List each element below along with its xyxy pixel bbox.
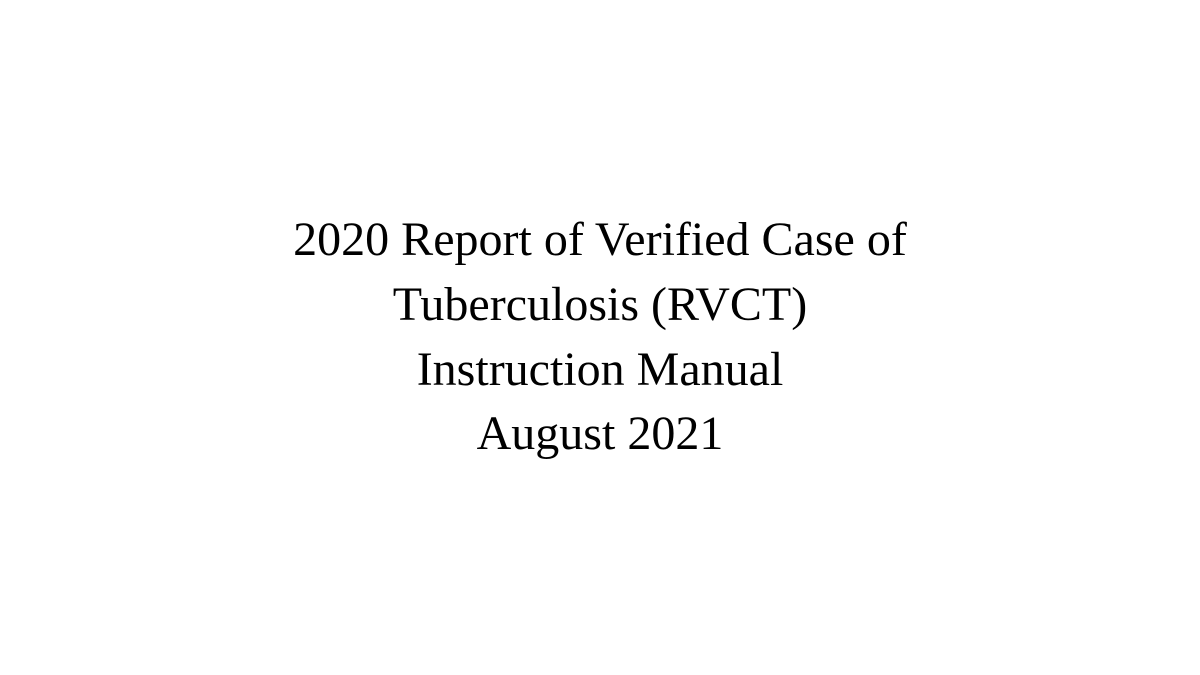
title-line-4: August 2021 xyxy=(293,402,907,467)
document-title: 2020 Report of Verified Case of Tubercul… xyxy=(213,208,987,467)
title-line-2: Tuberculosis (RVCT) xyxy=(293,273,907,338)
title-line-1: 2020 Report of Verified Case of xyxy=(293,208,907,273)
title-line-3: Instruction Manual xyxy=(293,338,907,403)
